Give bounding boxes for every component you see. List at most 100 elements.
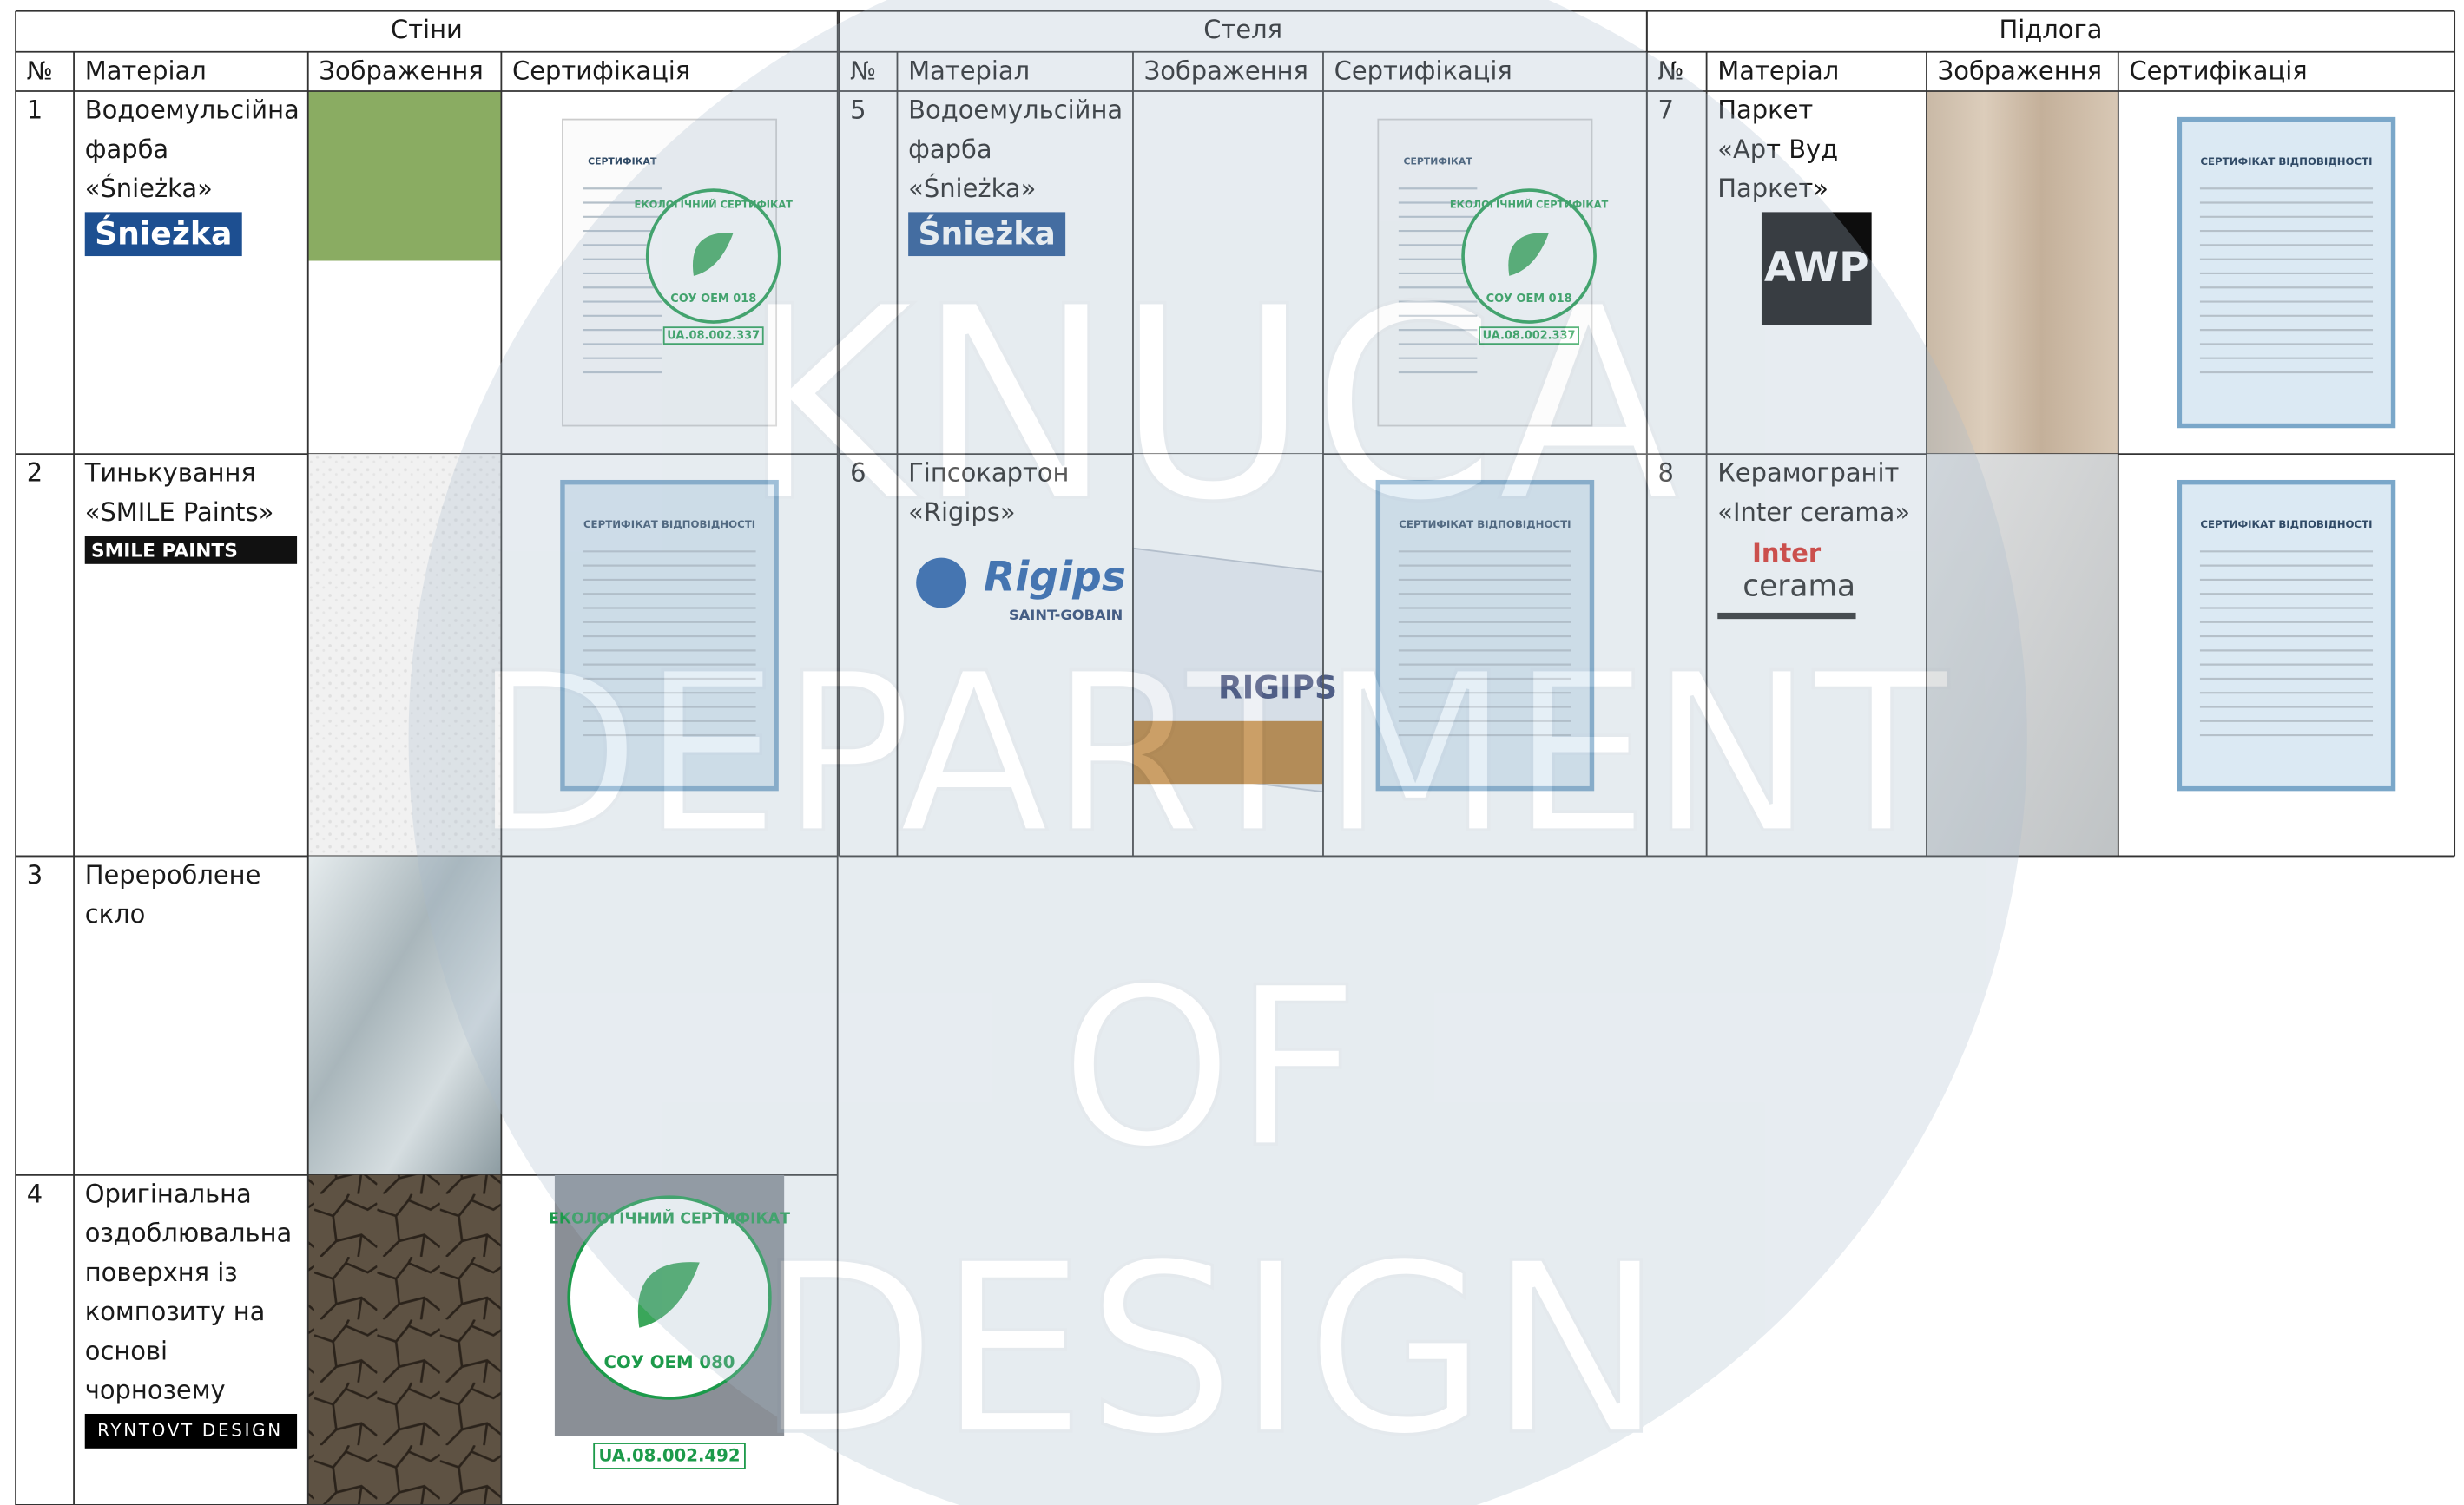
row-number: 3 bbox=[27, 860, 43, 890]
logo-text: Inter bbox=[1752, 538, 1822, 568]
certificate-title: СЕРТИФІКАТ ВІДПОВІДНОСТІ bbox=[583, 518, 755, 530]
seal-code-box bbox=[662, 326, 764, 345]
logo-text: AWP bbox=[1764, 244, 1869, 292]
material-name: Водоемульсійна bbox=[908, 95, 1123, 125]
certificate-title: СЕРТИФІКАТ bbox=[588, 155, 657, 167]
material-name: «Арт Вуд bbox=[1717, 135, 1838, 164]
material-name: оздоблювальна bbox=[85, 1219, 293, 1248]
seal-leaf bbox=[637, 1262, 700, 1328]
material-name: «Śnieżka» bbox=[908, 174, 1036, 203]
column-header: № bbox=[850, 56, 876, 85]
column-header: Сертифікація bbox=[1334, 56, 1512, 85]
logo bbox=[1761, 212, 1872, 325]
seal-leaf bbox=[1508, 233, 1549, 276]
certificate-title: СЕРТИФІКАТ bbox=[1403, 155, 1472, 167]
material-name: «Inter cerama» bbox=[1717, 497, 1910, 527]
logo bbox=[84, 212, 242, 257]
material-name: фарба bbox=[85, 135, 168, 164]
column-header: Сертифікація bbox=[512, 56, 690, 85]
seal-text: ЕКОЛОГІЧНИЙ СЕРТИФІКАТ bbox=[549, 1209, 790, 1228]
column-header: Матеріал bbox=[85, 56, 207, 85]
section-title: Стіни bbox=[391, 15, 463, 44]
column-header: Зображення bbox=[1938, 56, 2102, 85]
seal-leaf bbox=[692, 233, 734, 276]
logo bbox=[84, 536, 298, 564]
column-header: Матеріал bbox=[908, 56, 1030, 85]
pallet bbox=[1132, 720, 1323, 785]
material-name: фарба bbox=[908, 135, 992, 164]
seal-standard: СОУ ОЕМ 018 bbox=[1486, 292, 1572, 306]
seal-code: UA.08.002.337 bbox=[667, 330, 760, 343]
material-name: Перероблене bbox=[85, 860, 261, 890]
row-number: 1 bbox=[27, 95, 43, 125]
column-header: № bbox=[27, 56, 53, 85]
column-header: № bbox=[1657, 56, 1683, 85]
material-name: чорнозему bbox=[85, 1376, 226, 1405]
section-title: Підлога bbox=[2000, 15, 2103, 44]
material-name: поверхня із bbox=[85, 1258, 238, 1287]
logo bbox=[84, 1413, 298, 1449]
material-name: «Śnieżka» bbox=[85, 174, 213, 203]
image-text: RIGIPS bbox=[1218, 669, 1337, 706]
watermark-text: KNUCA bbox=[740, 249, 1681, 561]
logo-text: Śnieżka bbox=[918, 215, 1055, 253]
row-number: 4 bbox=[27, 1179, 43, 1208]
material-name: Паркет bbox=[1717, 95, 1813, 125]
section-title: Стеля bbox=[1203, 15, 1282, 44]
material-name: Водоемульсійна bbox=[85, 95, 300, 125]
seal-code-box bbox=[1479, 326, 1579, 345]
row-number: 8 bbox=[1657, 458, 1673, 488]
material-image bbox=[1926, 91, 2118, 455]
seal-standard: СОУ ОЕМ 018 bbox=[670, 292, 756, 306]
watermark-text: DEPARTMENT bbox=[471, 626, 1949, 882]
certificate-title: СЕРТИФІКАТ ВІДПОВІДНОСТІ bbox=[1399, 518, 1571, 530]
column-header: Сертифікація bbox=[2129, 56, 2307, 85]
watermark-text: DESIGN bbox=[755, 1213, 1664, 1488]
watermark-circle bbox=[408, 0, 2027, 1505]
material-name: Оригінальна bbox=[85, 1179, 252, 1208]
logo-text: Śnieżka bbox=[95, 215, 232, 253]
material-name: Тинькування bbox=[84, 458, 256, 488]
material-name: композиту на bbox=[85, 1297, 266, 1326]
material-name: Керамограніт bbox=[1717, 458, 1899, 488]
certificate-title: СЕРТИФІКАТ ВІДПОВІДНОСТІ bbox=[2200, 518, 2372, 530]
logo-text: Rigips bbox=[984, 553, 1126, 601]
material-name: «SMILE Paints» bbox=[85, 497, 274, 527]
row-number: 2 bbox=[27, 458, 43, 488]
logo-text: RYNTOVT DESIGN bbox=[97, 1420, 283, 1440]
logo-text: SMILE PAINTS bbox=[91, 540, 238, 562]
material-name: Паркет» bbox=[1717, 174, 1828, 203]
seal-standard: СОУ ОЕМ 080 bbox=[604, 1352, 735, 1372]
material-image bbox=[307, 1174, 502, 1505]
logo-subtext: cerama bbox=[1743, 568, 1855, 603]
material-name: основі bbox=[85, 1336, 168, 1365]
material-name: скло bbox=[85, 899, 146, 929]
column-header: Матеріал bbox=[1717, 56, 1839, 85]
seal-code-box bbox=[593, 1443, 746, 1469]
seal-code: UA.08.002.492 bbox=[599, 1446, 741, 1466]
material-image bbox=[1926, 454, 2118, 857]
logo bbox=[908, 212, 1066, 257]
logo-bar bbox=[1717, 612, 1856, 620]
seal-text: ЕКОЛОГІЧНИЙ СЕРТИФІКАТ bbox=[635, 197, 794, 210]
row-number: 7 bbox=[1657, 95, 1673, 125]
logo-subtext: SAINT-GOBAIN bbox=[1009, 607, 1123, 623]
row-number: 5 bbox=[850, 95, 866, 125]
material-image bbox=[307, 856, 502, 1175]
watermark-text: OF bbox=[1060, 940, 1360, 1196]
material-name: «Rigips» bbox=[908, 497, 1015, 527]
material-name: Гіпсокартон bbox=[908, 458, 1069, 488]
material-image bbox=[307, 91, 502, 261]
material-image bbox=[307, 454, 502, 857]
certificate-title: СЕРТИФІКАТ ВІДПОВІДНОСТІ bbox=[2200, 155, 2372, 168]
seal-text: ЕКОЛОГІЧНИЙ СЕРТИФІКАТ bbox=[1450, 197, 1609, 210]
row-number: 6 bbox=[850, 458, 866, 488]
logo-globe bbox=[916, 557, 967, 608]
column-header: Зображення bbox=[319, 56, 483, 85]
column-header: Зображення bbox=[1144, 56, 1308, 85]
seal-code: UA.08.002.337 bbox=[1483, 330, 1576, 343]
materials-table: Стіни № Матеріал Зображення Сертифікація 1 Вод… bbox=[15, 10, 2456, 1505]
